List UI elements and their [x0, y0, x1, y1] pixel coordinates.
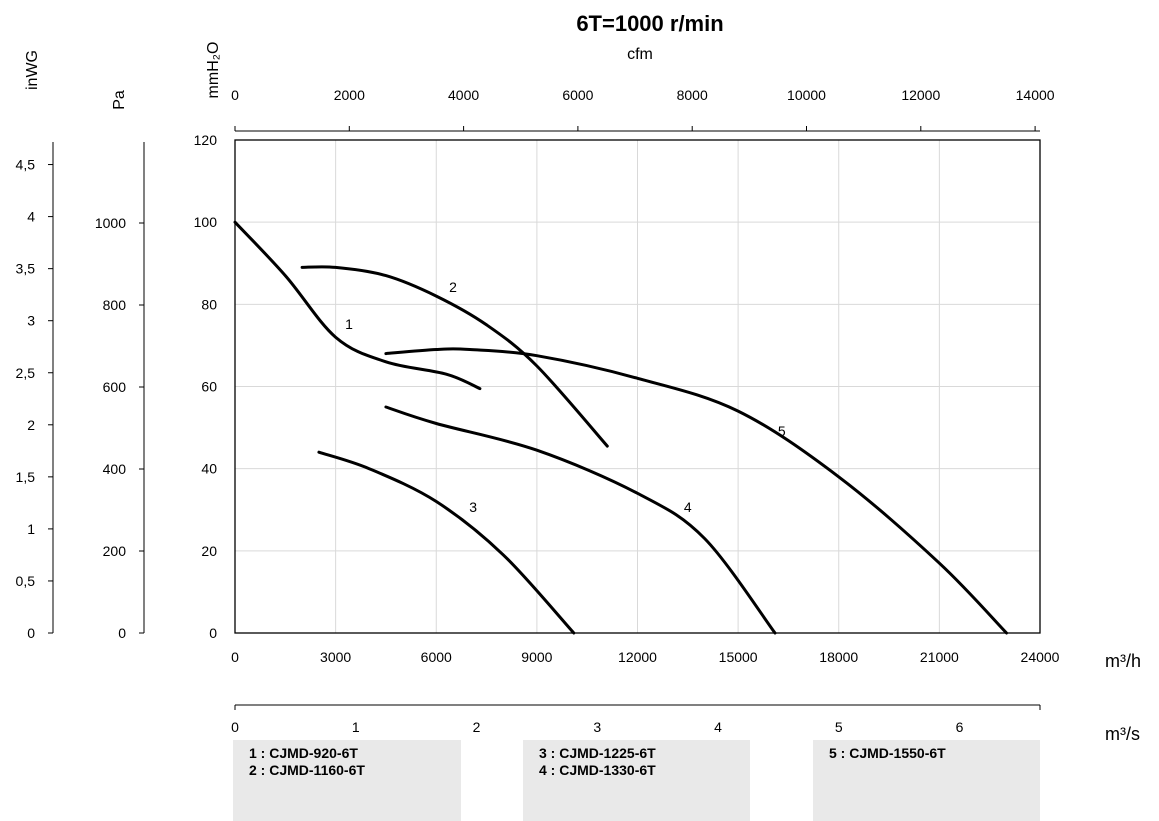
chart-title: 6T=1000 r/min [576, 11, 723, 36]
pa-tick-label: 600 [103, 379, 127, 395]
pa-tick-label: 0 [118, 625, 126, 641]
mps-tick-label: 4 [714, 719, 722, 735]
curve-2 [300, 265, 609, 448]
axes: 0 3000 6000 9000 12000 15000 18000 21000 24000 m³… [16, 42, 1141, 744]
mps-tick-label: 3 [593, 719, 601, 735]
y-axis-unit: mmH₂O [205, 42, 222, 99]
plot-frame [234, 139, 1041, 634]
mps-tick-label: 6 [956, 719, 964, 735]
legend-entry-4: 4 : CJMD-1330-6T [539, 762, 656, 778]
inwg-tick-label: 2 [27, 417, 35, 433]
mps-axis-unit: m³/s [1105, 724, 1140, 744]
legend-entry-2: 2 : CJMD-1160-6T [249, 762, 365, 778]
curve-labels: 1 2 3 4 5 [345, 279, 786, 515]
curve-label-4: 4 [684, 499, 692, 515]
pa-tick-label: 400 [103, 461, 127, 477]
x-tick-label: 15000 [719, 649, 758, 665]
top-axis-tick-label: 2000 [334, 87, 365, 103]
grid [234, 139, 1041, 634]
inwg-tick-label: 0,5 [16, 573, 36, 589]
x-tick-label: 0 [231, 649, 239, 665]
curve-label-1: 1 [345, 316, 353, 332]
x-tick-label: 24000 [1021, 649, 1060, 665]
top-axis-tick-label: 4000 [448, 87, 479, 103]
curve-label-2: 2 [449, 279, 457, 295]
x-tick-label: 21000 [920, 649, 959, 665]
inwg-tick-label: 1 [27, 521, 35, 537]
legend-entry-1: 1 : CJMD-920-6T [249, 745, 358, 761]
x-axis-unit: m³/h [1105, 651, 1141, 671]
inwg-tick-label: 3,5 [16, 261, 36, 277]
inwg-tick-label: 3 [27, 313, 35, 329]
top-axis-tick-label: 10000 [787, 87, 826, 103]
x-tick-label: 12000 [618, 649, 657, 665]
x-tick-label: 6000 [421, 649, 452, 665]
curve-3 [317, 450, 576, 635]
curve-1 [233, 220, 482, 391]
curve-5 [384, 347, 1008, 635]
curve-4 [384, 405, 777, 635]
pa-tick-label: 1000 [95, 215, 126, 231]
y-tick-label: 40 [201, 461, 217, 477]
legend-entry-3: 3 : CJMD-1225-6T [539, 745, 656, 761]
inwg-axis-unit: inWG [24, 50, 41, 90]
inwg-tick-label: 2,5 [16, 365, 36, 381]
legend-entry-5: 5 : CJMD-1550-6T [829, 745, 946, 761]
inwg-tick-label: 1,5 [16, 469, 36, 485]
y-tick-label: 20 [201, 543, 217, 559]
legend-box-2: 3 : CJMD-1225-6T 4 : CJMD-1330-6T [523, 740, 750, 821]
x-tick-label: 9000 [521, 649, 552, 665]
y-tick-label: 60 [201, 379, 217, 395]
x-tick-label: 3000 [320, 649, 351, 665]
curve-label-5: 5 [778, 423, 786, 439]
pa-axis-unit: Pa [111, 90, 128, 110]
mps-tick-label: 2 [473, 719, 481, 735]
pa-tick-label: 800 [103, 297, 127, 313]
top-axis-tick-label: 8000 [677, 87, 708, 103]
curves [233, 220, 1008, 635]
top-axis-tick-label: 14000 [1016, 87, 1055, 103]
curve-label-3: 3 [469, 499, 477, 515]
mps-tick-label: 1 [352, 719, 360, 735]
top-axis-unit: cfm [627, 46, 653, 63]
inwg-tick-label: 4,5 [16, 157, 36, 173]
top-axis-tick-label: 12000 [901, 87, 940, 103]
y-tick-label: 0 [209, 625, 217, 641]
y-tick-label: 120 [194, 132, 218, 148]
x-tick-label: 18000 [819, 649, 858, 665]
y-tick-label: 100 [194, 214, 218, 230]
top-axis-tick-label: 6000 [562, 87, 593, 103]
legend-box-1: 1 : CJMD-920-6T 2 : CJMD-1160-6T [233, 740, 461, 821]
top-axis-tick-label: 0 [231, 87, 239, 103]
legend-box-3: 5 : CJMD-1550-6T [813, 740, 1040, 821]
y-tick-label: 80 [201, 296, 217, 312]
mps-tick-label: 0 [231, 719, 239, 735]
pa-tick-label: 200 [103, 543, 127, 559]
inwg-tick-label: 4 [27, 209, 35, 225]
mps-tick-label: 5 [835, 719, 843, 735]
inwg-tick-label: 0 [27, 625, 35, 641]
